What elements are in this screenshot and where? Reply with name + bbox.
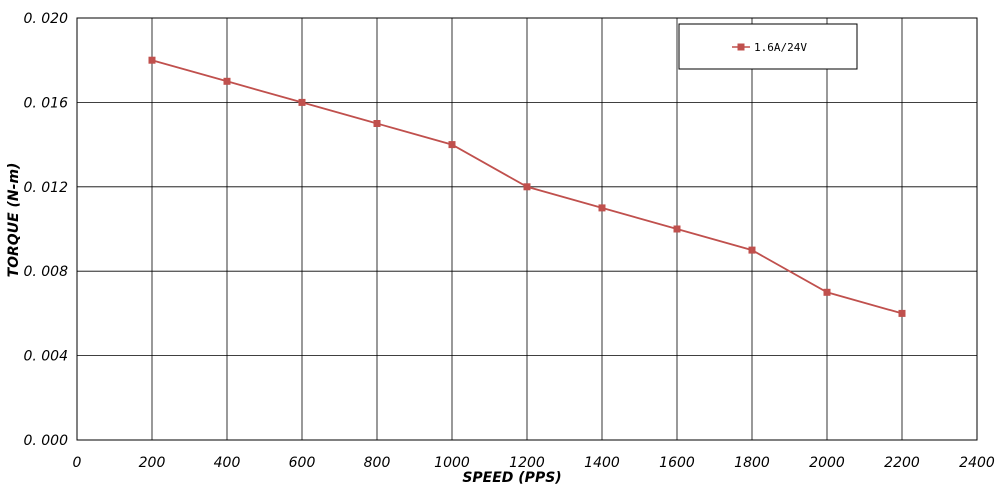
- y-axis-title: TORQUE (N-m): [6, 163, 22, 278]
- y-tick-label: 0. 020: [23, 11, 68, 27]
- data-point-marker: [223, 77, 231, 85]
- y-tick-label: 0. 008: [23, 264, 68, 280]
- plot-area-frame: [76, 17, 978, 441]
- x-tick-label: 1600: [659, 455, 695, 471]
- data-point-marker: [298, 98, 306, 106]
- y-tick-label: 0. 004: [23, 349, 68, 365]
- x-tick-label: 1000: [434, 455, 470, 471]
- series-layer: [148, 56, 906, 317]
- legend-box: [678, 23, 858, 70]
- x-tick-label: 400: [214, 455, 241, 471]
- data-point-marker: [523, 183, 531, 191]
- y-tick-label: 0. 000: [23, 433, 68, 449]
- x-tick-label: 2000: [809, 455, 845, 471]
- data-point-marker: [373, 120, 381, 127]
- data-point-marker: [823, 288, 831, 296]
- y-axis-ticks: 0. 000 0. 004 0. 008 0. 012 0. 016 0. 020: [23, 11, 68, 449]
- data-point-marker: [598, 204, 606, 212]
- x-tick-label: 2400: [959, 455, 995, 471]
- data-point-marker: [448, 141, 456, 149]
- data-point-marker: [748, 246, 756, 254]
- x-tick-label: 1400: [584, 455, 620, 471]
- data-point-marker: [898, 309, 906, 317]
- grid: [77, 18, 977, 440]
- y-tick-label: 0. 012: [23, 180, 68, 196]
- x-tick-label: 600: [289, 455, 316, 471]
- data-point-marker: [148, 56, 156, 64]
- x-axis-ticks: 0 200 400 600 800 1000 1200 1400 1600 1800 2000 220…: [73, 455, 995, 471]
- x-tick-label: 200: [139, 455, 166, 471]
- x-tick-label: 0: [73, 455, 82, 471]
- data-point-marker: [673, 225, 681, 233]
- legend: 1.6A/24V: [678, 23, 858, 70]
- x-tick-label: 1800: [734, 455, 770, 471]
- legend-marker-swatch: [737, 43, 745, 51]
- x-tick-label: 1200: [509, 455, 545, 471]
- x-tick-label: 800: [364, 455, 391, 471]
- legend-label: 1.6A/24V: [754, 41, 807, 54]
- y-tick-label: 0. 016: [23, 95, 68, 111]
- x-tick-label: 2200: [884, 455, 920, 471]
- x-axis-title: SPEED (PPS): [462, 470, 561, 486]
